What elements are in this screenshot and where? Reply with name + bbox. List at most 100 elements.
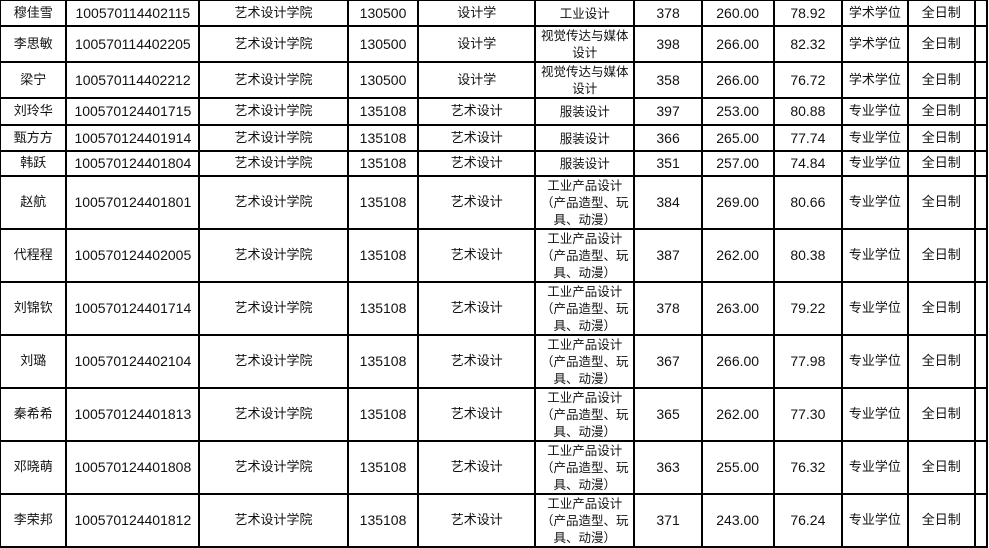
major-direction-cell: 工业设计 [534, 0, 636, 27]
discipline-cell: 艺术设计 [417, 228, 537, 283]
major-direction-cell: 工业产品设计（产品造型、玩具、动漫） [534, 228, 636, 283]
major-direction-cell: 工业产品设计（产品造型、玩具、动漫） [534, 334, 636, 389]
extra-column-cell [973, 440, 989, 495]
preliminary-score-cell: 366 [633, 124, 703, 152]
composite-score-cell: 263.00 [700, 281, 775, 336]
discipline-cell: 艺术设计 [417, 440, 537, 495]
discipline-cell: 艺术设计 [417, 150, 537, 177]
study-mode-cell: 全日制 [906, 334, 976, 389]
school-cell: 艺术设计学院 [198, 175, 349, 230]
total-score-cell: 80.66 [772, 175, 844, 230]
student-name-cell: 穆佳雪 [0, 0, 68, 27]
composite-score-cell: 266.00 [700, 25, 775, 63]
composite-score-cell: 269.00 [700, 175, 775, 230]
discipline-cell: 设计学 [417, 25, 537, 63]
degree-type-cell: 专业学位 [841, 281, 909, 336]
degree-type-cell: 专业学位 [841, 97, 909, 126]
total-score-cell: 76.24 [772, 493, 844, 548]
major-code-cell: 135108 [346, 97, 420, 126]
major-code-cell: 130500 [346, 61, 420, 99]
exam-id-cell: 100570124402104 [65, 334, 201, 389]
student-name-cell: 韩跃 [0, 150, 68, 177]
major-direction-cell: 服装设计 [534, 150, 636, 177]
study-mode-cell: 全日制 [906, 281, 976, 336]
exam-id-cell: 100570124401808 [65, 440, 201, 495]
preliminary-score-cell: 378 [633, 0, 703, 27]
student-name-cell: 李荣邦 [0, 493, 68, 548]
degree-type-cell: 专业学位 [841, 387, 909, 442]
total-score-cell: 80.38 [772, 228, 844, 283]
table-row: 穆佳雪 100570114402115 艺术设计学院 130500 设计学 工业设计 378… [0, 0, 989, 27]
composite-score-cell: 262.00 [700, 387, 775, 442]
discipline-cell: 艺术设计 [417, 493, 537, 548]
preliminary-score-cell: 358 [633, 61, 703, 99]
degree-type-cell: 专业学位 [841, 440, 909, 495]
school-cell: 艺术设计学院 [198, 334, 349, 389]
exam-id-cell: 100570124401813 [65, 387, 201, 442]
composite-score-cell: 266.00 [700, 61, 775, 99]
total-score-cell: 77.98 [772, 334, 844, 389]
discipline-cell: 艺术设计 [417, 281, 537, 336]
school-cell: 艺术设计学院 [198, 0, 349, 27]
student-name-cell: 梁宁 [0, 61, 68, 99]
school-cell: 艺术设计学院 [198, 150, 349, 177]
major-code-cell: 135108 [346, 281, 420, 336]
major-direction-cell: 工业产品设计（产品造型、玩具、动漫） [534, 440, 636, 495]
extra-column-cell [973, 175, 989, 230]
major-code-cell: 135108 [346, 228, 420, 283]
preliminary-score-cell: 367 [633, 334, 703, 389]
extra-column-cell [973, 150, 989, 177]
school-cell: 艺术设计学院 [198, 25, 349, 63]
degree-type-cell: 专业学位 [841, 150, 909, 177]
major-direction-cell: 工业产品设计（产品造型、玩具、动漫） [534, 175, 636, 230]
total-score-cell: 82.32 [772, 25, 844, 63]
total-score-cell: 74.84 [772, 150, 844, 177]
composite-score-cell: 260.00 [700, 0, 775, 27]
major-direction-cell: 服装设计 [534, 97, 636, 126]
table-row: 李荣邦 100570124401812 艺术设计学院 135108 艺术设计 工业产品设计… [0, 493, 989, 548]
major-code-cell: 135108 [346, 334, 420, 389]
table-row: 甄方方 100570124401914 艺术设计学院 135108 艺术设计 服装设计 36… [0, 124, 989, 152]
exam-id-cell: 100570124401714 [65, 281, 201, 336]
school-cell: 艺术设计学院 [198, 124, 349, 152]
discipline-cell: 艺术设计 [417, 334, 537, 389]
major-code-cell: 135108 [346, 493, 420, 548]
degree-type-cell: 专业学位 [841, 334, 909, 389]
major-direction-cell: 工业产品设计（产品造型、玩具、动漫） [534, 493, 636, 548]
major-code-cell: 135108 [346, 440, 420, 495]
table-row: 赵航 100570124401801 艺术设计学院 135108 艺术设计 工业产品设计（… [0, 175, 989, 230]
student-name-cell: 刘璐 [0, 334, 68, 389]
total-score-cell: 77.30 [772, 387, 844, 442]
student-name-cell: 刘锦钦 [0, 281, 68, 336]
total-score-cell: 76.32 [772, 440, 844, 495]
discipline-cell: 艺术设计 [417, 387, 537, 442]
discipline-cell: 艺术设计 [417, 124, 537, 152]
degree-type-cell: 学术学位 [841, 0, 909, 27]
study-mode-cell: 全日制 [906, 124, 976, 152]
major-direction-cell: 服装设计 [534, 124, 636, 152]
major-code-cell: 135108 [346, 124, 420, 152]
extra-column-cell [973, 228, 989, 283]
school-cell: 艺术设计学院 [198, 493, 349, 548]
degree-type-cell: 学术学位 [841, 61, 909, 99]
exam-id-cell: 100570124402005 [65, 228, 201, 283]
student-name-cell: 邓晓萌 [0, 440, 68, 495]
total-score-cell: 78.92 [772, 0, 844, 27]
study-mode-cell: 全日制 [906, 61, 976, 99]
extra-column-cell [973, 124, 989, 152]
major-direction-cell: 工业产品设计（产品造型、玩具、动漫） [534, 281, 636, 336]
school-cell: 艺术设计学院 [198, 61, 349, 99]
major-code-cell: 130500 [346, 0, 420, 27]
exam-id-cell: 100570124401801 [65, 175, 201, 230]
table-row: 秦希希 100570124401813 艺术设计学院 135108 艺术设计 工业产品设计… [0, 387, 989, 442]
major-code-cell: 130500 [346, 25, 420, 63]
extra-column-cell [973, 0, 989, 27]
table-row: 韩跃 100570124401804 艺术设计学院 135108 艺术设计 服装设计 351… [0, 150, 989, 177]
study-mode-cell: 全日制 [906, 0, 976, 27]
extra-column-cell [973, 281, 989, 336]
exam-id-cell: 100570124401914 [65, 124, 201, 152]
composite-score-cell: 265.00 [700, 124, 775, 152]
preliminary-score-cell: 398 [633, 25, 703, 63]
school-cell: 艺术设计学院 [198, 440, 349, 495]
